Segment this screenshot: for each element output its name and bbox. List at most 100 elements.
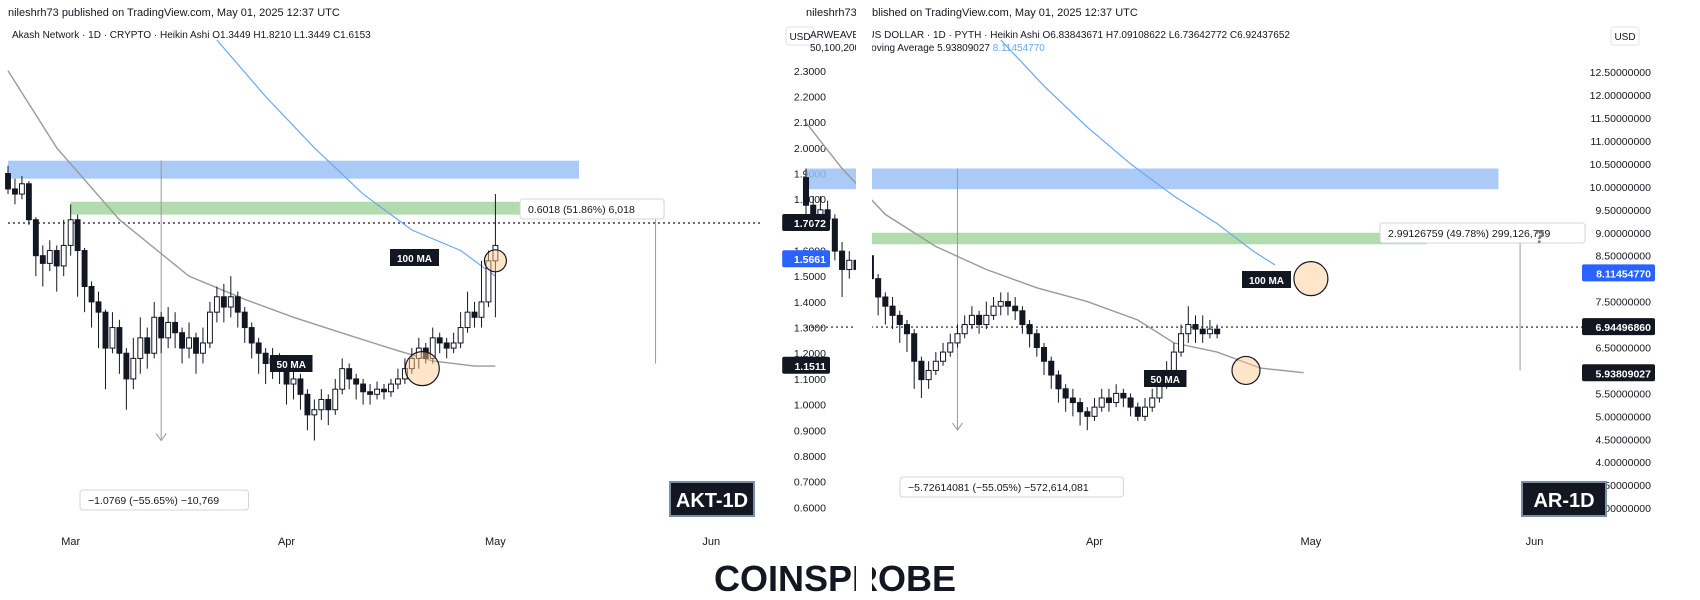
candle <box>443 342 450 349</box>
price-tag: 1.5661 <box>794 254 826 266</box>
candle <box>408 357 415 370</box>
price-tag: 1.7072 <box>794 218 826 230</box>
candle <box>290 378 297 385</box>
candle <box>1019 310 1026 326</box>
price-tag-bg <box>1582 364 1655 382</box>
candle <box>394 378 401 385</box>
published-note: nileshrh73 published on TradingView.com,… <box>806 7 1138 19</box>
ma50-line <box>805 122 1304 374</box>
candle <box>1077 402 1084 413</box>
candle <box>464 311 471 329</box>
y-tick-label: 0.6000 <box>794 502 826 514</box>
candle <box>151 316 158 354</box>
currency-box <box>1610 26 1640 46</box>
ohlc-o: O6.83843671 <box>1042 30 1103 41</box>
candle <box>925 369 932 381</box>
candle <box>1012 305 1019 312</box>
currency-label: USD <box>1614 32 1635 43</box>
candle <box>388 383 394 393</box>
y-tick-label: 6.50000000 <box>1596 342 1652 354</box>
y-tick-label: 0.8000 <box>794 451 826 463</box>
watermark: COINSPROBE <box>714 556 956 600</box>
ohlc-c: C1.6153 <box>333 30 371 41</box>
y-tick-label: 8.50000000 <box>1596 251 1652 263</box>
candle <box>1091 406 1098 417</box>
price-tag-bg <box>1582 264 1655 282</box>
y-tick-label: 9.00000000 <box>1596 228 1652 240</box>
candle <box>1178 333 1185 353</box>
highlight-circle <box>1231 355 1261 386</box>
symbol-label: AR-1D <box>1533 490 1594 512</box>
x-tick-label: Jun <box>702 536 720 548</box>
candle <box>213 296 220 313</box>
candle <box>1084 411 1091 417</box>
ma50-line <box>7 70 496 367</box>
price-tag-bg <box>1582 318 1655 336</box>
candle <box>983 314 990 326</box>
y-tick-label: 9.50000000 <box>1596 205 1652 217</box>
ma-legend-v1: 5.93809027 <box>937 43 990 54</box>
published-note: nileshrh73 published on TradingView.com,… <box>8 7 340 19</box>
candle <box>186 337 192 349</box>
candle <box>109 327 116 349</box>
candle <box>81 250 88 287</box>
y-tick-label: 2.0000 <box>794 143 826 155</box>
x-tick-label: Mar <box>61 536 80 548</box>
candle <box>1098 397 1105 408</box>
candle <box>12 188 18 195</box>
candle <box>67 219 74 246</box>
chart-header: ARWEAVE / US DOLLAR · 1D · PYTH · Heikin… <box>810 30 1290 41</box>
y-tick-label: 1.4000 <box>794 297 826 309</box>
candle <box>116 327 123 354</box>
candle <box>903 324 911 335</box>
measure-down-label: −1.0769 (−55.65%) −10,769 <box>88 495 219 507</box>
measure-down-arrowhead <box>952 422 963 431</box>
ohlc-h: H7.09108622 <box>1106 30 1166 41</box>
y-tick-label: 1.8000 <box>794 194 826 206</box>
candle <box>918 360 925 381</box>
candle <box>5 173 11 190</box>
x-tick-label: May <box>1301 536 1322 548</box>
candle <box>846 259 853 270</box>
candle <box>74 219 81 252</box>
candle <box>478 301 485 318</box>
candle <box>367 391 374 395</box>
candle <box>172 321 179 334</box>
y-tick-label: 12.50000000 <box>1590 67 1651 79</box>
candle <box>1185 324 1192 335</box>
candle <box>831 218 838 252</box>
ma50-label-bg <box>1144 370 1187 387</box>
y-tick-label: 1.1000 <box>794 374 826 386</box>
candle <box>1120 392 1127 399</box>
ma50-label-bg <box>270 355 313 372</box>
candle <box>311 409 318 416</box>
highlight-circle <box>1293 261 1329 297</box>
candle <box>1199 328 1206 335</box>
candle <box>25 183 32 221</box>
y-tick-label: 5.00000000 <box>1596 411 1652 423</box>
candle <box>875 278 882 298</box>
candle <box>961 324 968 335</box>
candle <box>1141 406 1149 417</box>
candle <box>429 337 436 359</box>
candle <box>137 337 144 359</box>
y-tick-label: 1.3000 <box>794 323 826 335</box>
candle <box>179 332 186 349</box>
x-tick-label: Apr <box>1086 536 1103 548</box>
candle <box>53 250 60 267</box>
resistance-zone <box>8 160 579 179</box>
candle <box>932 360 939 371</box>
candle <box>889 305 896 316</box>
candle <box>46 250 53 264</box>
y-tick-label: 4.00000000 <box>1596 457 1652 469</box>
candle <box>1206 328 1213 335</box>
candle <box>39 255 46 264</box>
candle <box>1069 397 1076 404</box>
candle <box>374 388 380 395</box>
highlight-circle <box>404 351 440 387</box>
currency-box <box>785 26 815 46</box>
candle <box>144 337 151 354</box>
chart-panel-ar: nileshrh73 published on TradingView.com,… <box>802 7 1655 548</box>
candle <box>102 311 109 349</box>
candle <box>810 204 817 215</box>
